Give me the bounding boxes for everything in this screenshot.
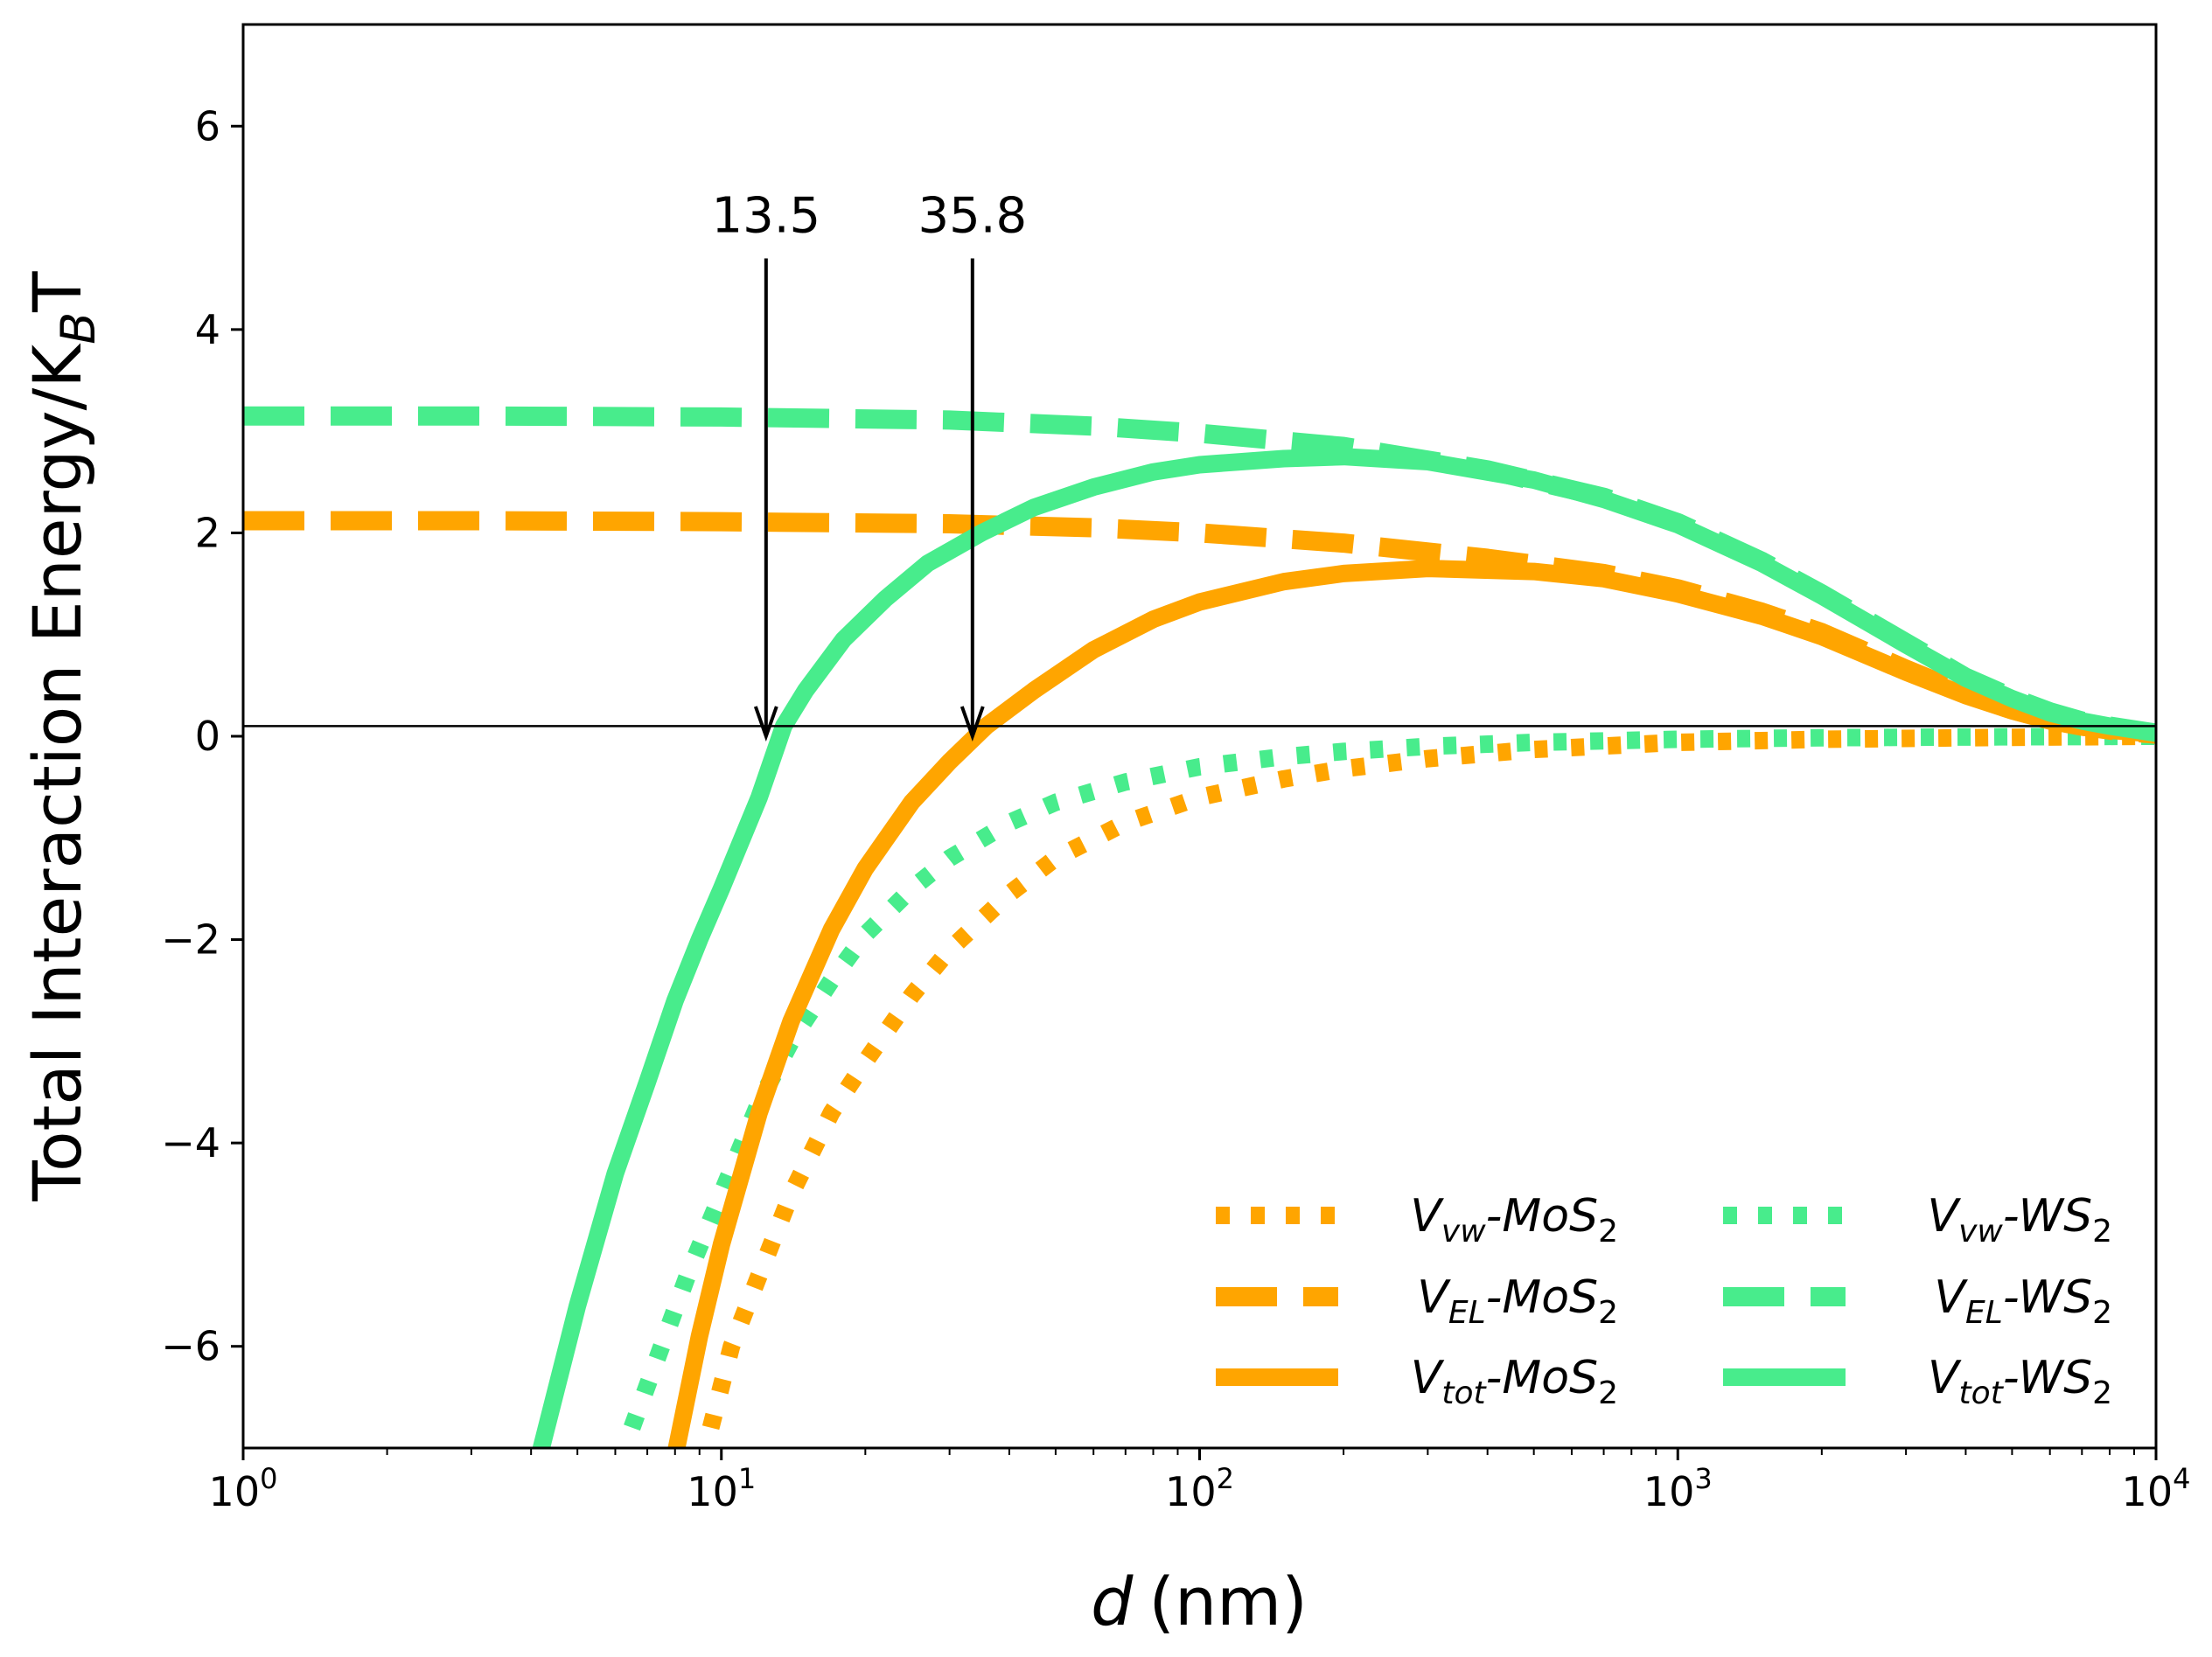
y-tick-label: 0 [195,713,220,760]
y-tick-label: −4 [161,1119,220,1166]
series-line-v-tot-ws2 [532,448,2156,1448]
y-axis-title: Total Interaction Energy/KBT [18,271,106,1202]
legend-label-v-tot-mos2: Vtot-MoS2 [1411,1352,1618,1411]
annotation-label: 13.5 [711,187,820,244]
y-axis-title-tail: T [18,271,96,313]
legend-label-v-vw-ws2: Vvw-WS2 [1927,1190,2112,1250]
y-axis-title-main: Total Interaction Energy/K [18,343,96,1202]
x-tick-label: 104 [2122,1462,2191,1515]
legend-label-v-tot-ws2: Vtot-WS2 [1928,1352,2112,1411]
annotation-arrow-head [959,706,985,742]
legend-label-v-el-mos2: VEL-MoS2 [1417,1271,1618,1331]
ticks-layer: 100 101 102 103 104 6 4 2 0 −2 −4 −6 [161,102,2190,1515]
legend: Vvw-MoS2 VEL-MoS2 Vtot-MoS2 Vvw-WS2 VEL-WS2 V… [1216,1190,2112,1411]
legend-label-v-vw-mos2: Vvw-MoS2 [1410,1190,1618,1250]
x-axis-title: d (nm) [1091,1563,1308,1640]
x-tick-label: 102 [1165,1462,1234,1515]
y-axis-title-sub: B [51,312,106,345]
legend-label-v-el-ws2: VEL-WS2 [1934,1271,2112,1331]
x-tick-label: 100 [209,1462,278,1515]
x-tick-label: 103 [1643,1462,1713,1515]
series-line-v-tot-mos2 [667,560,2156,1448]
annotation-arrow-head [753,706,778,742]
y-tick-label: 6 [195,102,220,150]
annotation-label: 35.8 [918,187,1027,244]
x-tick-label: 101 [687,1462,756,1515]
series-layer [243,406,2156,1448]
x-axis-title-unit: (nm) [1148,1563,1308,1640]
y-tick-label: −2 [161,916,220,964]
series-line-v-vw-mos2 [701,728,2156,1431]
x-axis-title-var: d [1091,1563,1134,1640]
annotation-layer: 13.5 35.8 [711,187,1027,742]
legend-box [1181,1172,2134,1425]
y-tick-label: 2 [195,509,220,556]
y-tick-label: 4 [195,306,220,353]
y-tick-label: −6 [161,1323,220,1370]
